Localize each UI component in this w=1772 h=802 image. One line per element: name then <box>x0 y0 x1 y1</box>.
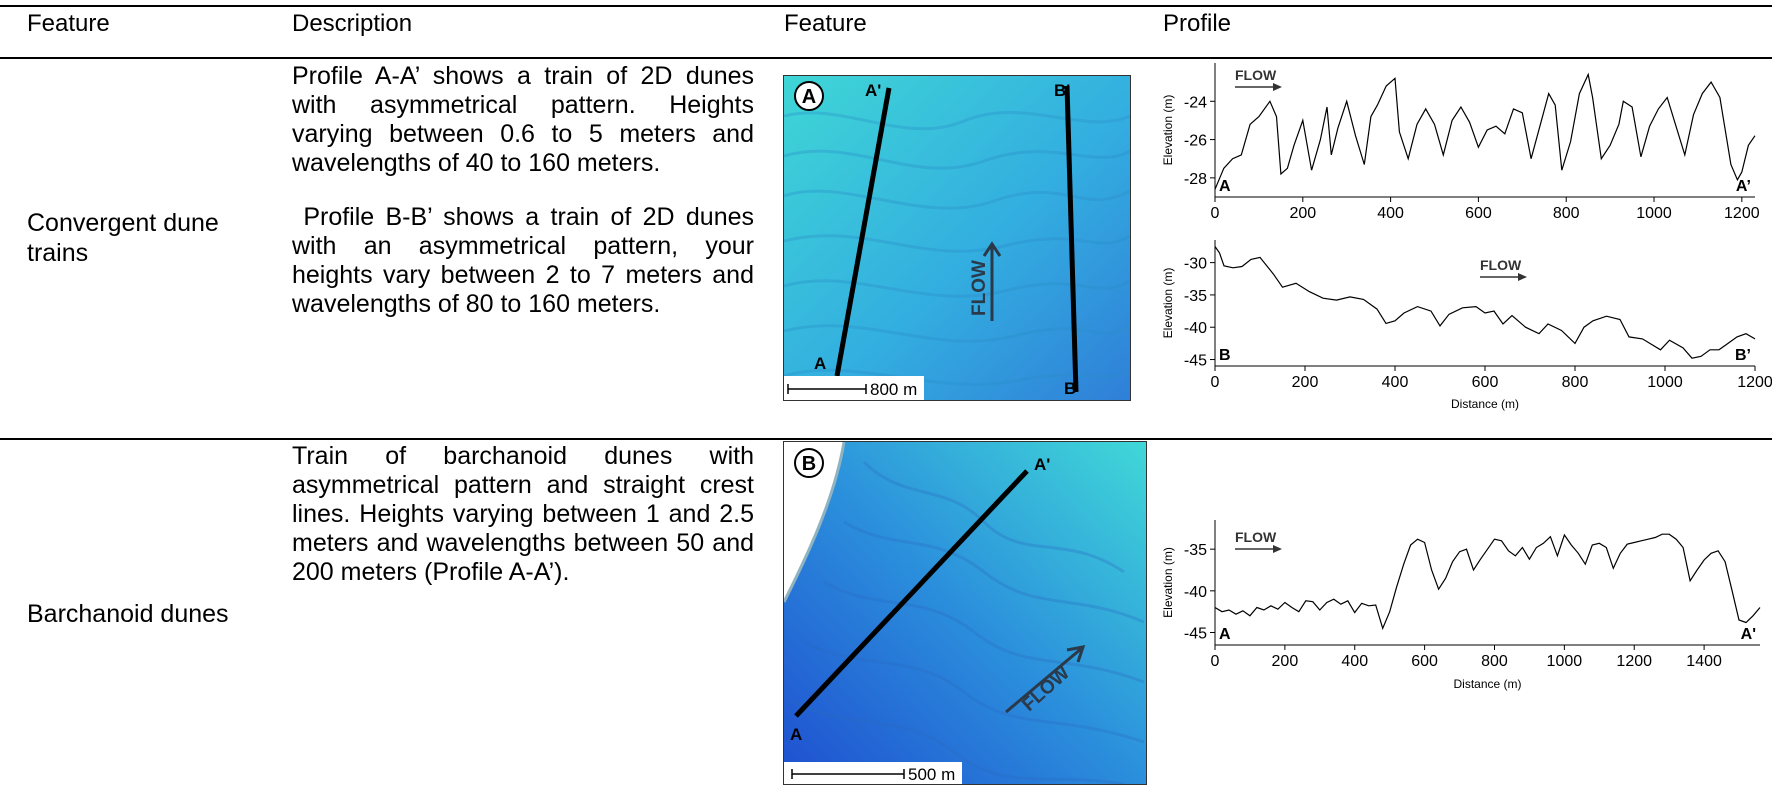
profile-start-label: B <box>1219 347 1231 364</box>
row2-feature: Barchanoid dunes <box>27 599 267 629</box>
row1-feature: Convergent dune trains <box>27 208 257 268</box>
map-b-image: B A' A FLOW 500 m <box>784 442 1146 784</box>
label-a-start-b: A <box>790 725 802 744</box>
map-a-image: A A' A B' B FLOW 800 m <box>784 76 1130 400</box>
panel-label-a: A <box>802 86 816 108</box>
x-tick-label: 0 <box>1211 653 1220 670</box>
y-tick-label: -30 <box>1184 256 1207 273</box>
flow-arrow-head <box>1273 545 1282 553</box>
flow-label: FLOW <box>1235 529 1277 545</box>
y-tick-label: -45 <box>1184 626 1207 643</box>
map-panel-a: A A' A B' B FLOW 800 m <box>783 75 1131 401</box>
label-a-prime-b: A' <box>1034 455 1050 474</box>
y-tick-label: -28 <box>1184 171 1207 188</box>
panel-label-b: B <box>802 453 816 475</box>
y-axis-label: Elevation (m) <box>1161 268 1175 339</box>
label-b-prime: B' <box>1054 81 1070 100</box>
y-axis-label: Elevation (m) <box>1161 95 1175 166</box>
y-tick-label: -35 <box>1184 542 1207 559</box>
x-tick-label: 1200 <box>1737 374 1772 391</box>
x-tick-label: 800 <box>1481 653 1508 670</box>
x-tick-label: 0 <box>1211 374 1220 391</box>
header-feature-image: Feature <box>784 10 867 38</box>
x-tick-label: 600 <box>1472 374 1499 391</box>
profile-end-label: A’ <box>1736 178 1751 195</box>
x-tick-label: 400 <box>1341 653 1368 670</box>
profile-end-label: B’ <box>1735 347 1751 364</box>
x-axis-label: Distance (m) <box>1451 397 1519 411</box>
x-tick-label: 200 <box>1289 205 1316 222</box>
header-description: Description <box>292 10 412 38</box>
table-top-rule <box>0 5 1772 7</box>
header-profile: Profile <box>1163 10 1231 38</box>
row-separator <box>0 438 1772 440</box>
flow-arrow-head <box>1518 273 1527 281</box>
y-tick-label: -40 <box>1184 584 1207 601</box>
row2-description: Train of barchanoid dunes with asymmetri… <box>292 442 754 587</box>
y-tick-label: -26 <box>1184 133 1207 150</box>
y-tick-label: -40 <box>1184 320 1207 337</box>
row1-description-1: Profile A-A’ shows a train of 2D dunes w… <box>292 62 754 178</box>
header-feature: Feature <box>27 10 110 38</box>
label-a-prime: A' <box>865 81 881 100</box>
scale-label-b: 500 m <box>908 765 955 784</box>
x-tick-label: 1000 <box>1636 205 1672 222</box>
svg-text:FLOW: FLOW <box>969 260 990 316</box>
profile-series-line <box>1215 534 1760 628</box>
x-tick-label: 1200 <box>1724 205 1760 222</box>
label-a-start: A <box>814 354 826 373</box>
flow-label: FLOW <box>1480 257 1522 273</box>
x-tick-label: 800 <box>1553 205 1580 222</box>
y-tick-label: -45 <box>1184 353 1207 370</box>
profile-start-label: A <box>1219 626 1231 643</box>
x-tick-label: 400 <box>1382 374 1409 391</box>
x-tick-label: 600 <box>1465 205 1492 222</box>
x-tick-label: 1200 <box>1616 653 1652 670</box>
x-tick-label: 800 <box>1562 374 1589 391</box>
x-axis-label: Distance (m) <box>1453 677 1521 691</box>
x-tick-label: 0 <box>1211 205 1220 222</box>
profile-chart-bb: 0 200 400 600 800 1000 1200 -30 -35 -40 -45 Elevati… <box>1160 232 1772 422</box>
y-axis-label: Elevation (m) <box>1161 547 1175 618</box>
x-tick-label: 200 <box>1272 653 1299 670</box>
profile-series-line <box>1215 75 1755 190</box>
profile-chart-aa: 0 200 400 600 800 1000 1200 -24 -26 -28 Elevation … <box>1160 58 1772 228</box>
x-tick-label: 1400 <box>1686 653 1722 670</box>
label-b-start: B <box>1064 379 1076 398</box>
row1-description-2: Profile B-B’ shows a train of 2D dunes w… <box>292 203 754 319</box>
scale-label-a: 800 m <box>870 380 917 399</box>
flow-arrow-head <box>1273 83 1282 91</box>
flow-label: FLOW <box>1235 67 1277 83</box>
x-tick-label: 400 <box>1377 205 1404 222</box>
profile-end-label: A' <box>1741 626 1756 643</box>
x-tick-label: 200 <box>1292 374 1319 391</box>
profile-chart-barchanoid: 0 200 400 600 800 1000 1200 1400 -35 -40 -45 Elevat… <box>1160 510 1772 710</box>
x-tick-label: 600 <box>1411 653 1438 670</box>
profile-start-label: A <box>1219 178 1231 195</box>
map-panel-b: B A' A FLOW 500 m <box>783 441 1147 785</box>
y-tick-label: -24 <box>1184 94 1207 111</box>
x-tick-label: 1000 <box>1647 374 1683 391</box>
y-tick-label: -35 <box>1184 288 1207 305</box>
x-tick-label: 1000 <box>1547 653 1583 670</box>
